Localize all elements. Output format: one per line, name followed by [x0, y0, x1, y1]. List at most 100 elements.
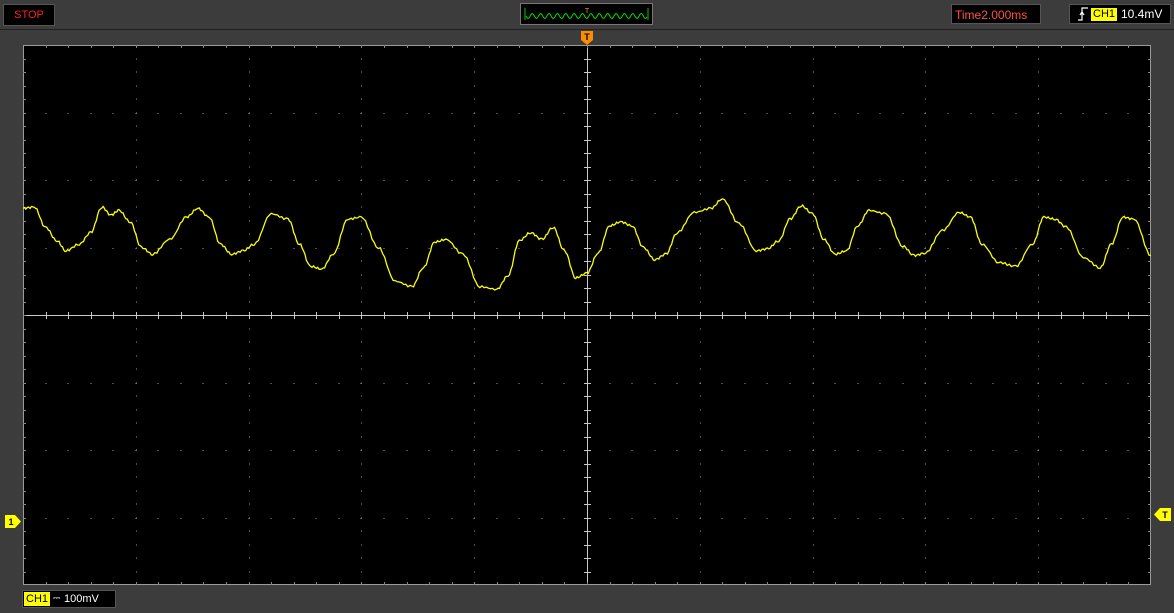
grid-dot — [136, 557, 137, 559]
grid-dot — [857, 383, 859, 384]
trigger-position-marker[interactable]: T — [581, 31, 593, 45]
grid-dot — [925, 503, 926, 505]
grid-dot — [406, 518, 408, 519]
grid-dot — [813, 233, 814, 235]
acquisition-status[interactable]: STOP — [3, 4, 55, 26]
grid-dot — [112, 113, 114, 114]
grid-dot — [813, 125, 814, 127]
grid-dot — [744, 450, 746, 451]
grid-dot — [813, 395, 814, 397]
grid-dot — [541, 113, 543, 114]
grid-dot — [1038, 287, 1039, 289]
grid-dot — [1038, 206, 1039, 208]
waveform-display — [22, 45, 1152, 585]
grid-dot — [812, 113, 814, 114]
grid-dot — [136, 436, 137, 438]
grid-dot — [813, 530, 814, 532]
grid-dot — [202, 113, 204, 114]
grid-dot — [902, 180, 904, 181]
grid-dot — [474, 571, 475, 573]
grid-dot — [925, 436, 926, 438]
trigger-level-marker[interactable]: T — [1154, 508, 1171, 521]
grid-dot — [474, 476, 475, 478]
grid-dot — [202, 383, 204, 384]
grid-dot — [293, 180, 295, 181]
grid-dot — [361, 301, 362, 303]
grid-dot — [1037, 113, 1039, 114]
grid-dot — [361, 355, 362, 357]
grid-dot — [473, 383, 475, 384]
grid-dot — [925, 490, 926, 492]
grid-dot — [1082, 113, 1084, 114]
grid-dot — [135, 248, 137, 249]
grid-dot — [902, 383, 904, 384]
grid-dot — [676, 383, 678, 384]
grid-dot — [1038, 571, 1039, 573]
grid-dot — [474, 490, 475, 492]
grid-dot — [700, 98, 701, 100]
grid-dot — [112, 518, 114, 519]
grid-dot — [1082, 180, 1084, 181]
grid-dot — [1037, 383, 1039, 384]
grid-dot — [813, 490, 814, 492]
grid-dot — [338, 518, 340, 519]
grid-dot — [180, 450, 182, 451]
grid-dot — [654, 383, 656, 384]
grid-dot — [428, 180, 430, 181]
grid-dot — [474, 58, 475, 60]
grid-dot — [813, 206, 814, 208]
waveform-overview[interactable]: T — [520, 3, 653, 25]
grid-dot — [700, 274, 701, 276]
grid-dot — [474, 193, 475, 195]
grid-dot — [1105, 180, 1107, 181]
grid-dot — [834, 383, 836, 384]
trigger-readout[interactable]: CH1 10.4mV — [1069, 4, 1171, 24]
grid-dot — [700, 233, 701, 235]
grid-dot — [383, 518, 385, 519]
grid-dot — [136, 395, 137, 397]
grid-dot — [361, 206, 362, 208]
grid-dot — [360, 248, 362, 249]
ch1-scale-readout[interactable]: CH1 ⎓ 100mV — [22, 590, 116, 608]
grid-dot — [136, 409, 137, 411]
grid-dot — [563, 180, 565, 181]
grid-dot — [700, 166, 701, 168]
grid-dot — [67, 383, 69, 384]
grid-dot — [249, 166, 250, 168]
grid-dot — [361, 139, 362, 141]
grid-dot — [766, 518, 768, 519]
grid-dot — [473, 113, 475, 114]
grid-dot — [744, 518, 746, 519]
grid-dot — [744, 113, 746, 114]
grid-dot — [813, 422, 814, 424]
grid-dot — [1127, 248, 1129, 249]
grid-dot — [813, 166, 814, 168]
grid-dot — [700, 409, 701, 411]
oscilloscope-screen[interactable] — [22, 45, 1152, 585]
grid-dot — [699, 180, 701, 181]
grid-dot — [925, 328, 926, 330]
grid-dot — [474, 301, 475, 303]
grid-dot — [225, 180, 227, 181]
grid-dot — [136, 233, 137, 235]
grid-dot — [925, 85, 926, 87]
grid-dot — [879, 450, 881, 451]
grid-dot — [474, 355, 475, 357]
grid-dot — [812, 180, 814, 181]
grid-dot — [699, 450, 701, 451]
grid-dot — [270, 450, 272, 451]
grid-dot — [249, 233, 250, 235]
grid-dot — [1038, 260, 1039, 262]
grid-dot — [249, 503, 250, 505]
grid-dot — [789, 248, 791, 249]
grid-dot — [474, 125, 475, 127]
timebase-readout[interactable]: Time2.000ms — [951, 4, 1041, 24]
grid-dot — [700, 152, 701, 154]
grid-dot — [1038, 368, 1039, 370]
grid-dot — [631, 248, 633, 249]
grid-dot — [563, 450, 565, 451]
top-status-bar: STOP T Time2.000ms CH1 10.4mV — [0, 0, 1174, 30]
grid-dot — [202, 450, 204, 451]
rising-edge-icon — [1078, 7, 1088, 21]
ch1-ground-marker[interactable]: 1 — [5, 515, 21, 528]
